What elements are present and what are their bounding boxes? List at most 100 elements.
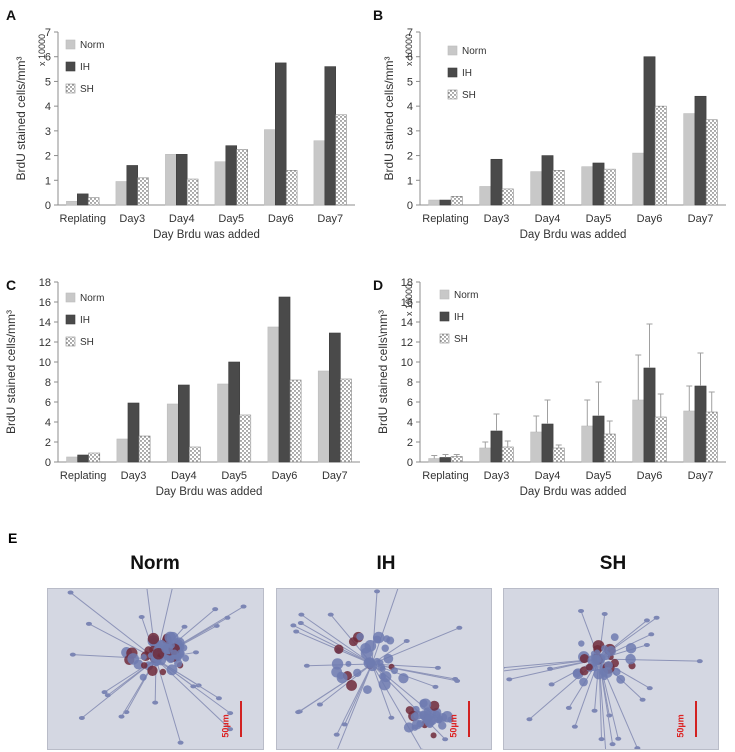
- y-tick-label: 4: [45, 101, 51, 113]
- bar-sh: [87, 197, 100, 206]
- y-tick-label: 0: [407, 200, 413, 212]
- panel-letter: C: [6, 277, 16, 293]
- legend-swatch-sh: [447, 89, 458, 100]
- bar-ih: [541, 155, 554, 206]
- legend-label-norm: Norm: [462, 46, 486, 57]
- x-axis-label: Day Brdu was added: [153, 229, 260, 241]
- x-tick-label: Day3: [119, 213, 145, 225]
- legend-swatch-sh: [65, 83, 76, 94]
- y-tick-label: 4: [407, 417, 413, 429]
- bar-ih: [439, 199, 452, 206]
- bar-sh: [603, 433, 616, 463]
- bar-ih: [77, 193, 89, 206]
- bar-norm: [530, 171, 543, 206]
- bar-sh: [654, 105, 667, 206]
- micrograph-image-ih: 50µm: [276, 588, 492, 750]
- bar-sh: [138, 435, 151, 463]
- legend-label-ih: IH: [80, 315, 90, 326]
- scale-note: x 10000: [404, 284, 414, 316]
- legend-label-norm: Norm: [80, 40, 104, 51]
- legend-swatch-ih: [447, 67, 458, 78]
- bar-norm: [214, 161, 227, 206]
- y-tick-label: 8: [45, 377, 51, 389]
- y-tick-label: 6: [407, 397, 413, 409]
- x-tick-label: Replating: [60, 213, 106, 225]
- bar-norm: [317, 370, 330, 463]
- y-tick-label: 0: [45, 457, 51, 469]
- bar-norm: [428, 199, 441, 206]
- x-tick-label: Day5: [218, 213, 244, 225]
- bar-ih: [127, 402, 140, 463]
- bar-sh: [705, 411, 718, 463]
- bar-norm: [479, 186, 492, 206]
- bar-sh: [552, 170, 565, 206]
- bar-sh: [340, 378, 352, 463]
- y-tick-label: 10: [39, 357, 51, 369]
- bar-norm: [165, 154, 177, 206]
- legend-label-ih: IH: [462, 68, 472, 79]
- bar-ih: [177, 384, 190, 463]
- y-tick-label: 2: [45, 151, 51, 163]
- bar-sh: [501, 188, 514, 206]
- y-tick-label: 3: [45, 126, 51, 138]
- bar-ih: [592, 415, 605, 463]
- bar-ih: [228, 361, 241, 463]
- bar-norm: [683, 410, 696, 463]
- micrograph-image-norm: 50µm: [47, 588, 264, 750]
- y-tick-label: 5: [45, 76, 51, 88]
- y-tick-label: 6: [45, 397, 51, 409]
- x-axis-label: Day Brdu was added: [520, 486, 627, 498]
- bar-norm: [530, 431, 543, 463]
- bar-ih: [490, 430, 503, 463]
- y-tick-label: 2: [407, 151, 413, 163]
- legend-label-ih: IH: [454, 312, 464, 323]
- y-tick-label: 4: [407, 101, 413, 113]
- legend-swatch-norm: [439, 289, 450, 300]
- bar-norm: [632, 399, 645, 463]
- bar-ih: [541, 423, 554, 463]
- bar-sh: [705, 119, 718, 206]
- y-tick-label: 16: [401, 297, 413, 309]
- y-axis-label: BrdU stained cells/mm³: [4, 310, 18, 434]
- bar-sh: [603, 168, 616, 206]
- y-axis-label: BrdU stained cells\mm³: [376, 310, 390, 434]
- y-tick-label: 10: [401, 357, 413, 369]
- y-tick-label: 2: [407, 437, 413, 449]
- micrograph-title-ih: IH: [376, 553, 396, 574]
- bar-norm: [479, 447, 492, 463]
- scale-bar-label: 50µm: [675, 714, 686, 738]
- x-tick-label: Day7: [688, 470, 714, 482]
- y-tick-label: 16: [39, 297, 51, 309]
- x-tick-label: Replating: [422, 470, 468, 482]
- scale-note: x 10000: [404, 34, 414, 66]
- y-tick-label: 18: [39, 277, 51, 289]
- x-tick-label: Replating: [60, 470, 106, 482]
- x-tick-label: Day6: [268, 213, 294, 225]
- legend-swatch-ih: [65, 61, 76, 72]
- y-tick-label: 5: [407, 76, 413, 88]
- bar-sh: [285, 170, 298, 206]
- y-tick-label: 0: [45, 200, 51, 212]
- x-axis-label: Day Brdu was added: [520, 229, 627, 241]
- y-tick-label: 1: [45, 175, 51, 187]
- bar-norm: [581, 425, 594, 463]
- y-tick-label: 4: [45, 417, 51, 429]
- bar-sh: [450, 196, 463, 206]
- legend-label-norm: Norm: [454, 290, 478, 301]
- x-tick-label: Day4: [171, 470, 197, 482]
- y-tick-label: 14: [39, 317, 51, 329]
- y-tick-label: 1: [407, 175, 413, 187]
- legend-swatch-norm: [447, 45, 458, 56]
- y-axis-label: BrdU stained cells/mm³: [382, 56, 396, 180]
- bar-norm: [217, 383, 229, 463]
- micrograph-title-sh: SH: [599, 553, 627, 574]
- bar-ih: [643, 56, 656, 206]
- bar-sh: [335, 114, 347, 206]
- bar-norm: [166, 403, 179, 463]
- x-tick-label: Replating: [422, 213, 468, 225]
- bar-norm: [116, 438, 129, 463]
- bar-ih: [77, 454, 90, 463]
- scale-bar-label: 50µm: [220, 714, 231, 738]
- legend-swatch-ih: [439, 311, 450, 322]
